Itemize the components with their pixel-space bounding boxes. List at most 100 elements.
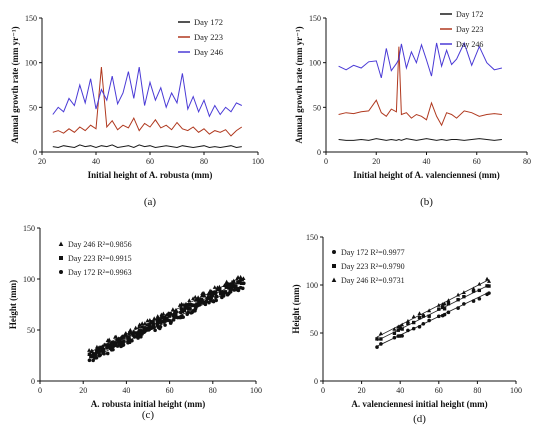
legend-marker: [331, 277, 337, 282]
data-point: [139, 334, 143, 339]
data-point: [118, 337, 122, 341]
y-tick-label: 0: [31, 377, 35, 386]
data-point: [199, 297, 204, 302]
data-point: [87, 348, 92, 352]
data-point: [87, 358, 92, 363]
data-point: [174, 311, 178, 315]
data-point: [197, 298, 201, 302]
x-axis-label: A. valenciennesi initial height (mm): [351, 399, 487, 409]
data-point: [225, 292, 230, 297]
legend-label: Day 223 R²=0.9790: [341, 262, 405, 271]
data-point: [120, 341, 125, 346]
data-point: [135, 332, 140, 336]
x-tick-label: 20: [372, 157, 380, 166]
data-point: [191, 296, 196, 301]
data-point: [471, 289, 476, 293]
data-point: [151, 323, 156, 328]
x-tick-label: 20: [358, 386, 366, 395]
x-tick-label: 60: [166, 386, 174, 395]
data-point: [227, 282, 232, 287]
data-point: [105, 351, 110, 356]
data-point: [171, 313, 176, 317]
data-point: [165, 318, 170, 322]
data-point: [232, 288, 237, 292]
data-point: [128, 331, 132, 335]
data-point: [103, 343, 108, 347]
data-point: [200, 291, 205, 296]
x-tick-label: 100: [252, 157, 264, 166]
data-point: [87, 352, 92, 357]
y-tick-label: 0: [317, 148, 321, 157]
data-point: [406, 328, 410, 333]
data-point: [142, 326, 146, 330]
data-point: [155, 321, 160, 325]
data-point: [471, 299, 476, 303]
data-point: [461, 290, 466, 295]
y-tick-label: 100: [23, 275, 35, 284]
data-point: [91, 358, 95, 363]
data-point: [90, 354, 94, 359]
x-tick-label: 40: [423, 157, 431, 166]
y-tick-label: 0: [33, 148, 37, 157]
x-tick-label: 80: [209, 386, 217, 395]
legend-marker: [58, 241, 64, 246]
data-point: [417, 311, 422, 316]
data-point: [126, 340, 130, 345]
data-point: [442, 307, 447, 311]
x-axis-label: A. robusta initial height (mm): [91, 399, 206, 409]
series-line-day-172: [52, 144, 242, 149]
data-point: [184, 306, 189, 310]
data-point: [109, 347, 114, 352]
data-point: [158, 324, 163, 329]
data-point: [400, 327, 404, 331]
panel-caption: (d): [413, 413, 426, 425]
data-point: [446, 301, 451, 306]
x-tick-label: 100: [510, 386, 522, 395]
data-point: [94, 355, 99, 360]
data-point: [193, 303, 197, 308]
x-tick-label: 20: [38, 157, 46, 166]
data-point: [114, 334, 119, 339]
x-tick-label: 0: [321, 386, 325, 395]
data-point: [126, 336, 130, 340]
data-point: [210, 299, 215, 303]
y-axis-label: Height (mm): [8, 280, 18, 329]
data-point: [223, 290, 228, 294]
data-point: [485, 276, 490, 281]
data-point: [400, 322, 405, 327]
y-tick-label: 50: [310, 329, 318, 338]
data-point: [436, 302, 441, 307]
legend-label: Day 223: [456, 25, 483, 34]
legend-marker: [59, 270, 63, 274]
data-point: [185, 304, 189, 309]
data-point: [155, 323, 160, 327]
data-point: [152, 316, 157, 321]
y-tick-label: 150: [306, 233, 318, 242]
y-tick-label: 50: [29, 103, 37, 112]
data-point: [456, 292, 461, 297]
data-point: [122, 339, 126, 344]
legend-label: Day 172: [456, 10, 483, 19]
fit-line: [376, 279, 490, 338]
data-point: [375, 336, 380, 341]
data-point: [143, 328, 147, 332]
data-point: [214, 294, 219, 299]
x-tick-label: 80: [473, 386, 481, 395]
data-point: [477, 288, 482, 293]
panel-caption: (c): [142, 409, 155, 421]
data-point: [158, 321, 163, 325]
panel-a: 20 40 60 80 100 0 50 100 150 Initial height of A.…: [10, 14, 264, 208]
data-point: [487, 291, 491, 295]
data-point: [442, 312, 447, 317]
data-point: [210, 293, 215, 298]
data-point: [485, 284, 489, 288]
data-point: [100, 346, 105, 350]
data-point: [427, 318, 431, 323]
data-point: [193, 306, 198, 311]
data-point: [456, 306, 460, 310]
data-point: [150, 320, 155, 324]
data-point: [400, 334, 404, 338]
y-tick-label: 150: [25, 14, 37, 23]
x-tick-label: 40: [122, 386, 130, 395]
legend-marker: [59, 256, 63, 260]
